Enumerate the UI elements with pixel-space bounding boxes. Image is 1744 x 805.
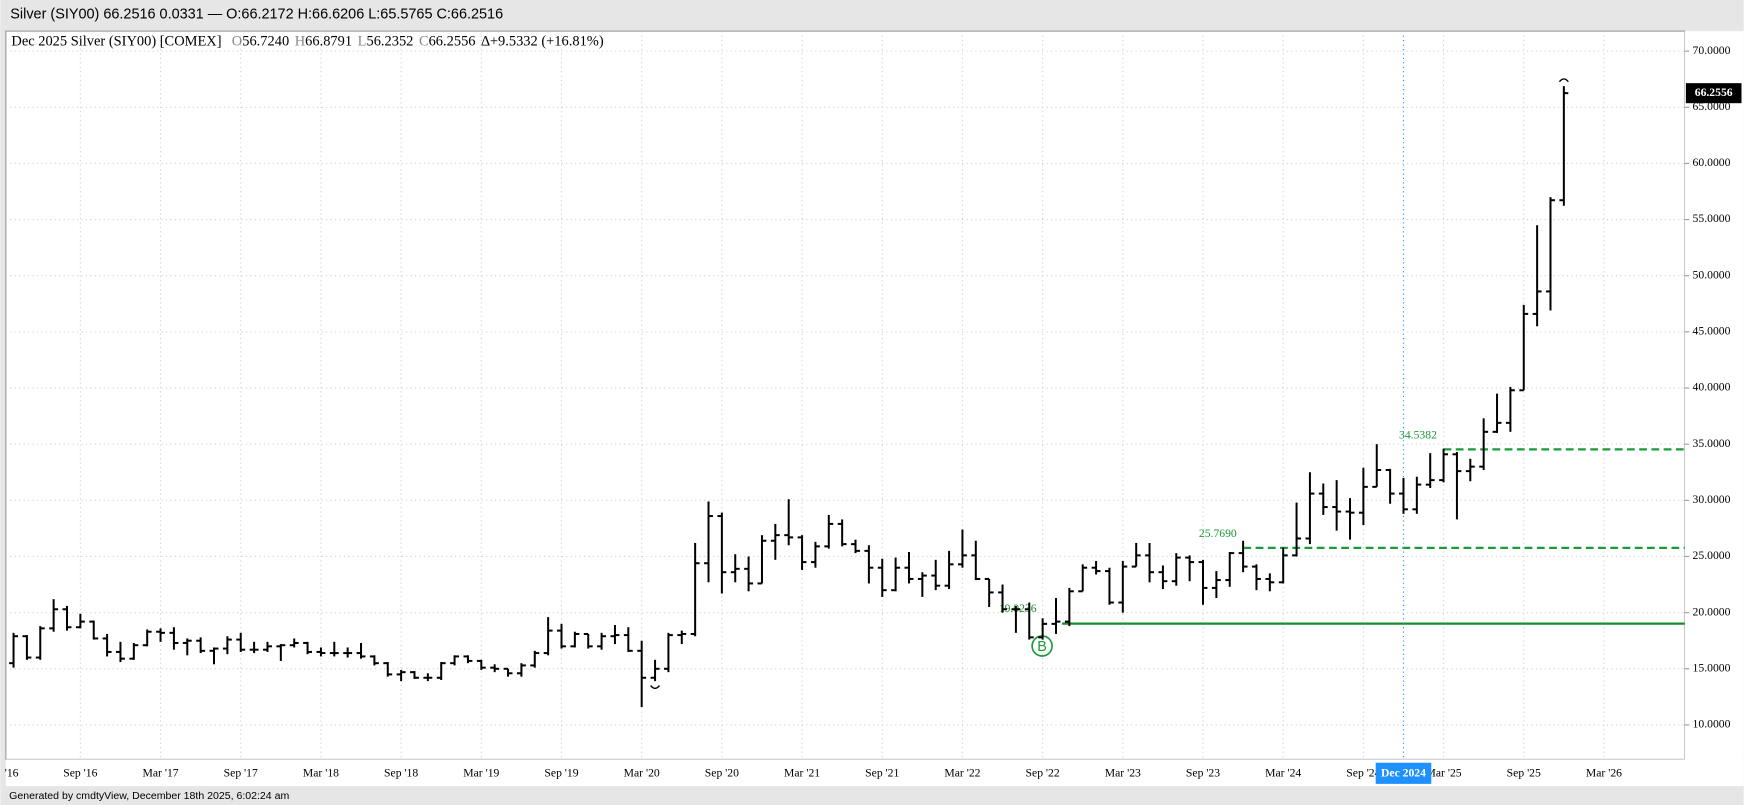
level-label: 25.7690 [1199, 527, 1237, 540]
plot-area [5, 30, 1686, 760]
x-tick-label: Mar '24 [1265, 767, 1301, 780]
x-tick-label: Mar '21 [784, 767, 820, 780]
legend-value: 56.2352 [366, 34, 413, 50]
x-tick-label: Mar '22 [944, 767, 980, 780]
legend: Dec 2025 Silver (SIY00) [COMEX] O56.7240… [11, 34, 603, 50]
y-tick-label: 35.0000 [1693, 437, 1731, 450]
y-tick-label: 50.0000 [1693, 268, 1731, 281]
x-tick-label: Mar '17 [143, 767, 179, 780]
crosshair-label: Dec 2024 [1381, 767, 1426, 780]
legend-value: 66.2556 [429, 34, 476, 50]
high-marker [1558, 78, 1569, 83]
low-marker [650, 685, 661, 690]
footer: Generated by cmdtyView, December 18th 20… [9, 790, 289, 802]
x-tick-label: Sep '22 [1026, 767, 1060, 780]
y-tick-label: 55.0000 [1693, 212, 1731, 225]
x-tick-label: Sep '20 [705, 767, 739, 780]
legend-title: Dec 2025 Silver (SIY00) [COMEX] [11, 34, 221, 50]
x-tick-label: Mar '25 [1426, 767, 1462, 780]
y-tick-label: 60.0000 [1693, 156, 1731, 169]
x-tick-label: Mar '19 [463, 767, 499, 780]
legend-key: O [232, 34, 242, 50]
signal-label: B [1037, 639, 1047, 655]
y-tick-label: 30.0000 [1693, 493, 1731, 506]
x-tick-label: Sep '25 [1507, 767, 1541, 780]
x-tick-label: Sep '18 [384, 767, 418, 780]
legend-change: ∆+9.5332 (+16.81%) [481, 34, 604, 50]
x-tick-label: Mar '26 [1586, 767, 1622, 780]
x-tick-label: '16 [5, 767, 19, 780]
x-tick-label: Sep '19 [544, 767, 578, 780]
crosshair-box [1375, 762, 1432, 784]
x-tick-label: Sep '21 [865, 767, 899, 780]
last-price-label: 66.2556 [1695, 86, 1733, 99]
y-tick-label: 15.0000 [1693, 661, 1731, 674]
y-tick-label: 70.0000 [1693, 44, 1731, 57]
legend-value: 56.7240 [242, 34, 289, 50]
last-price-box [1685, 83, 1742, 104]
y-tick-label: 25.0000 [1693, 549, 1731, 562]
legend-key: L [358, 34, 367, 50]
x-tick-label: Sep '24 [1346, 767, 1380, 780]
axes: 10.0000 15.0000 20.0000 25.0000 30.0000 35.00… [5, 44, 1742, 784]
time-axis [5, 759, 1744, 787]
legend-value: 66.8791 [305, 34, 352, 50]
legend-key: H [295, 34, 305, 50]
level-label: 34.5382 [1399, 429, 1437, 442]
legend-key: C [419, 34, 429, 50]
x-tick-label: Sep '16 [63, 767, 97, 780]
y-tick-label: 10.0000 [1693, 718, 1731, 731]
y-tick-label: 40.0000 [1693, 381, 1731, 394]
x-tick-label: Sep '23 [1186, 767, 1220, 780]
x-tick-label: Sep '17 [224, 767, 258, 780]
title-bar: Silver (SIY00) 66.2516 0.0331 — O:66.217… [10, 6, 503, 22]
y-tick-label: 65.0000 [1693, 100, 1731, 113]
bars [9, 78, 1569, 707]
x-tick-label: Mar '20 [624, 767, 660, 780]
y-tick-label: 20.0000 [1693, 605, 1731, 618]
price-axis [1684, 31, 1744, 760]
x-tick-label: Mar '23 [1105, 767, 1141, 780]
y-tick-label: 45.0000 [1693, 325, 1731, 338]
x-tick-label: Mar '18 [303, 767, 339, 780]
